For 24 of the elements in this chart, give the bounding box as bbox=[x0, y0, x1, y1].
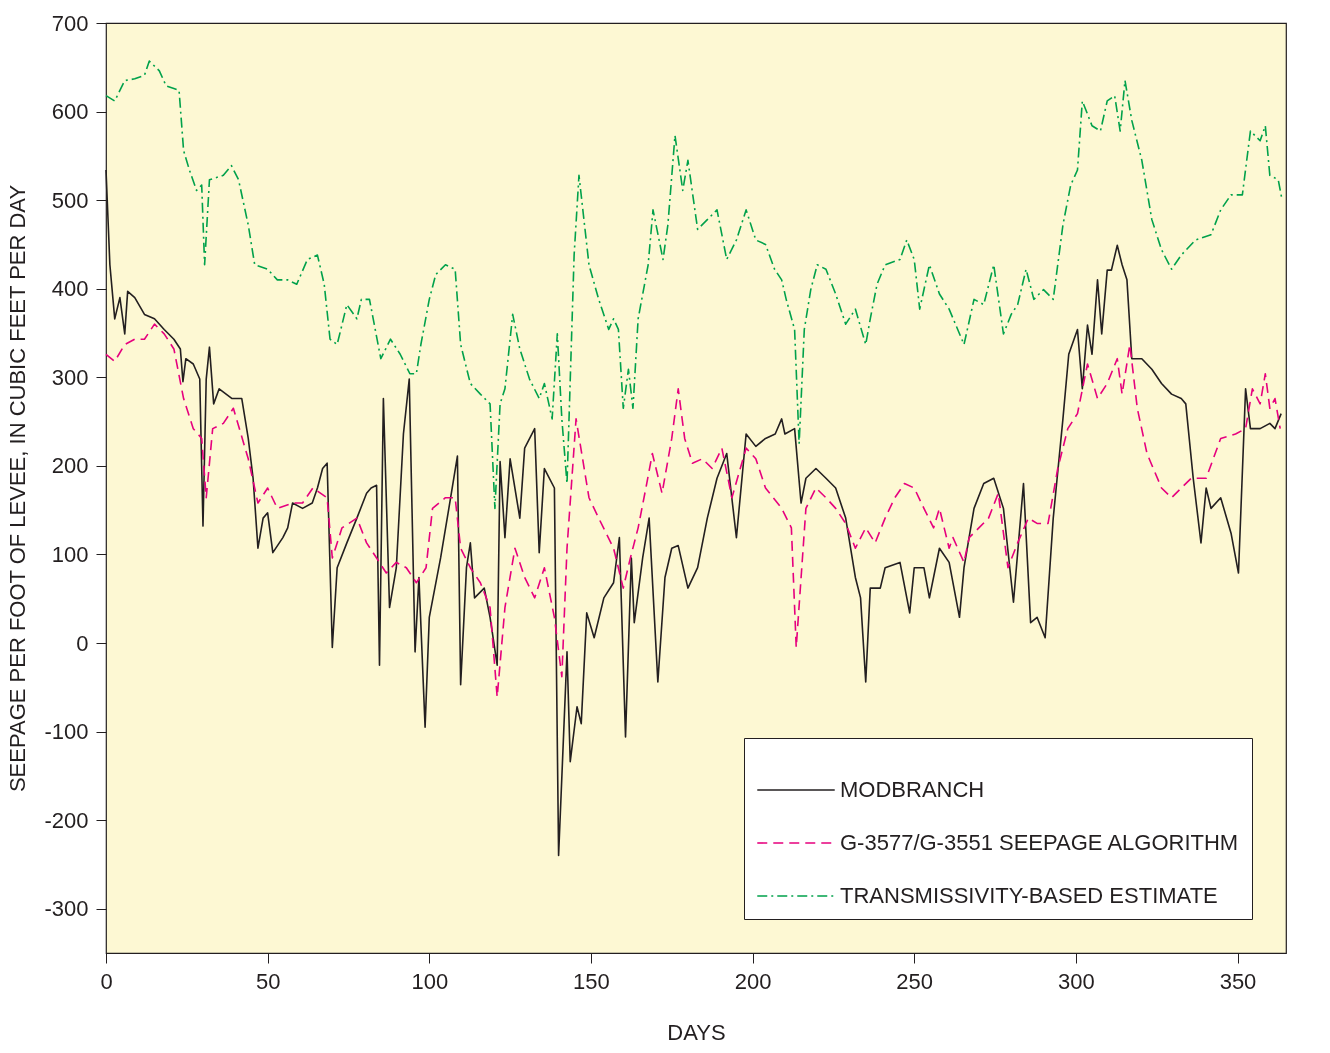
legend-label: MODBRANCH bbox=[840, 777, 985, 802]
x-tick-label: 250 bbox=[896, 968, 934, 994]
x-tick-label: 0 bbox=[100, 968, 113, 994]
y-tick-label: 500 bbox=[51, 187, 89, 213]
y-tick-label: 600 bbox=[51, 99, 89, 125]
y-tick-label: -100 bbox=[44, 719, 89, 745]
x-tick-label: 100 bbox=[411, 968, 449, 994]
y-tick-label: -200 bbox=[44, 807, 89, 833]
y-tick-label: 200 bbox=[51, 453, 89, 479]
y-tick-label: 100 bbox=[51, 541, 89, 567]
x-tick-label: 300 bbox=[1058, 968, 1095, 994]
x-tick-label: 200 bbox=[734, 968, 772, 994]
y-tick-label: 400 bbox=[51, 276, 89, 302]
x-tick-label: 350 bbox=[1219, 968, 1257, 994]
y-tick-label: 700 bbox=[51, 10, 89, 36]
legend-label: TRANSMISSIVITY-BASED ESTIMATE bbox=[840, 883, 1218, 908]
y-tick-label: -300 bbox=[44, 896, 89, 922]
x-tick-label: 150 bbox=[573, 968, 610, 994]
y-axis-title: SEEPAGE PER FOOT OF LEVEE, IN CUBIC FEET PER DAY bbox=[5, 184, 31, 793]
x-axis-title: DAYS bbox=[667, 1019, 726, 1045]
x-tick-label: 50 bbox=[255, 968, 281, 994]
y-tick-label: 300 bbox=[51, 364, 89, 390]
y-tick-label: 0 bbox=[76, 630, 89, 656]
legend-label: G-3577/G-3551 SEEPAGE ALGORITHM bbox=[840, 830, 1239, 855]
